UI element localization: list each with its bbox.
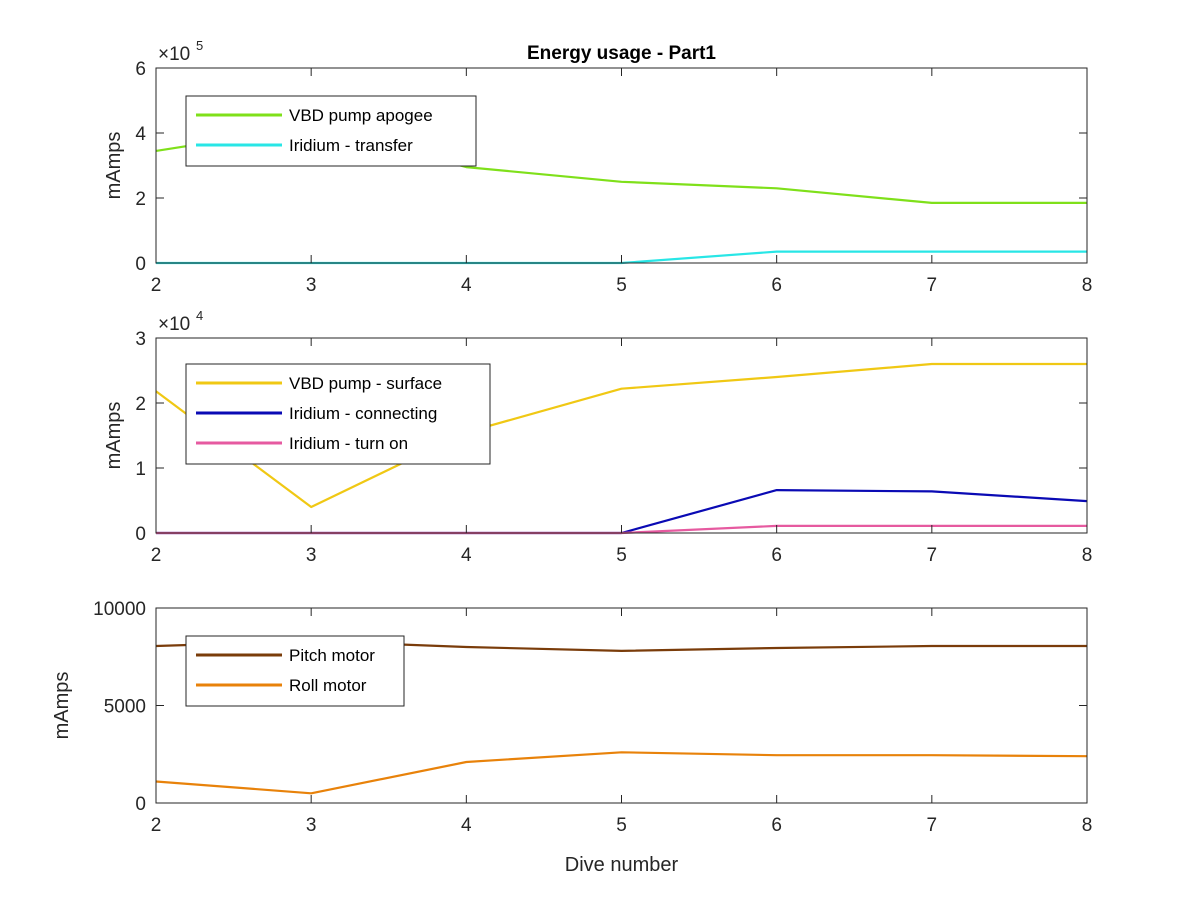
series-line-vbd-pump-surface [155, 362, 1087, 509]
x-tick-label: 2 [151, 275, 162, 296]
legend-entry-label: Iridium - connecting [289, 404, 437, 423]
y-tick-label: 6 [135, 59, 146, 80]
x-tick-label: 5 [616, 275, 627, 296]
y-tick-label: 0 [135, 254, 146, 275]
x-tick-label: 6 [771, 815, 782, 836]
legend-box [185, 95, 477, 167]
y-tick-label: 5000 [104, 697, 146, 718]
y-tick-label: 2 [135, 394, 146, 415]
y-axis-label: mAmps [103, 132, 125, 200]
x-tick-label: 2 [151, 545, 162, 566]
x-tick-label: 3 [306, 815, 317, 836]
y-tick-label: 0 [135, 794, 146, 815]
y-multiplier-base: ×10 [158, 44, 190, 65]
x-tick-label: 4 [461, 815, 472, 836]
subplot-middle: 2 3 4 5 6 7 8 0 1 2 3 ×10 4 mAmps VBD pump - surface Ir… [103, 308, 1092, 566]
y-axis-label: mAmps [51, 672, 73, 740]
y-tick-label: 10000 [93, 599, 146, 620]
x-tick-label: 4 [461, 275, 472, 296]
legend-entry-label: VBD pump apogee [289, 106, 433, 125]
legend-entry-label: Roll motor [289, 676, 367, 695]
x-tick-label: 8 [1082, 275, 1093, 296]
x-tick-label: 2 [151, 815, 162, 836]
y-multiplier-exponent: 5 [196, 38, 203, 53]
x-tick-label: 6 [771, 545, 782, 566]
series-line-roll-motor [155, 751, 1088, 795]
legend-entry-label: VBD pump - surface [289, 374, 442, 393]
x-tick-label: 8 [1082, 815, 1093, 836]
y-tick-label: 4 [135, 124, 146, 145]
y-axis-label: mAmps [103, 402, 125, 470]
legend-box [185, 635, 405, 707]
legend-entry-label: Pitch motor [289, 646, 375, 665]
y-multiplier-exponent: 4 [196, 308, 203, 323]
x-tick-label: 7 [927, 815, 938, 836]
x-axis-label: Dive number [565, 854, 679, 876]
x-tick-label: 7 [927, 545, 938, 566]
x-tick-label: 8 [1082, 545, 1093, 566]
y-tick-label: 0 [135, 524, 146, 545]
subplot-bottom: 2 3 4 5 6 7 8 0 5000 10000 mAmps Dive number Pitch m… [51, 599, 1092, 876]
x-tick-label: 7 [927, 275, 938, 296]
y-tick-label: 2 [135, 189, 146, 210]
legend-entry-label: Iridium - transfer [289, 136, 413, 155]
x-tick-label: 3 [306, 275, 317, 296]
y-tick-label: 3 [135, 329, 146, 350]
x-tick-label: 3 [306, 545, 317, 566]
y-multiplier-base: ×10 [158, 314, 190, 335]
x-tick-label: 6 [771, 275, 782, 296]
x-tick-label: 5 [616, 545, 627, 566]
legend-entry-label: Iridium - turn on [289, 434, 408, 453]
chart-title: Energy usage - Part1 [527, 43, 716, 64]
x-tick-label: 5 [616, 815, 627, 836]
y-tick-label: 1 [135, 459, 146, 480]
x-tick-label: 4 [461, 545, 472, 566]
